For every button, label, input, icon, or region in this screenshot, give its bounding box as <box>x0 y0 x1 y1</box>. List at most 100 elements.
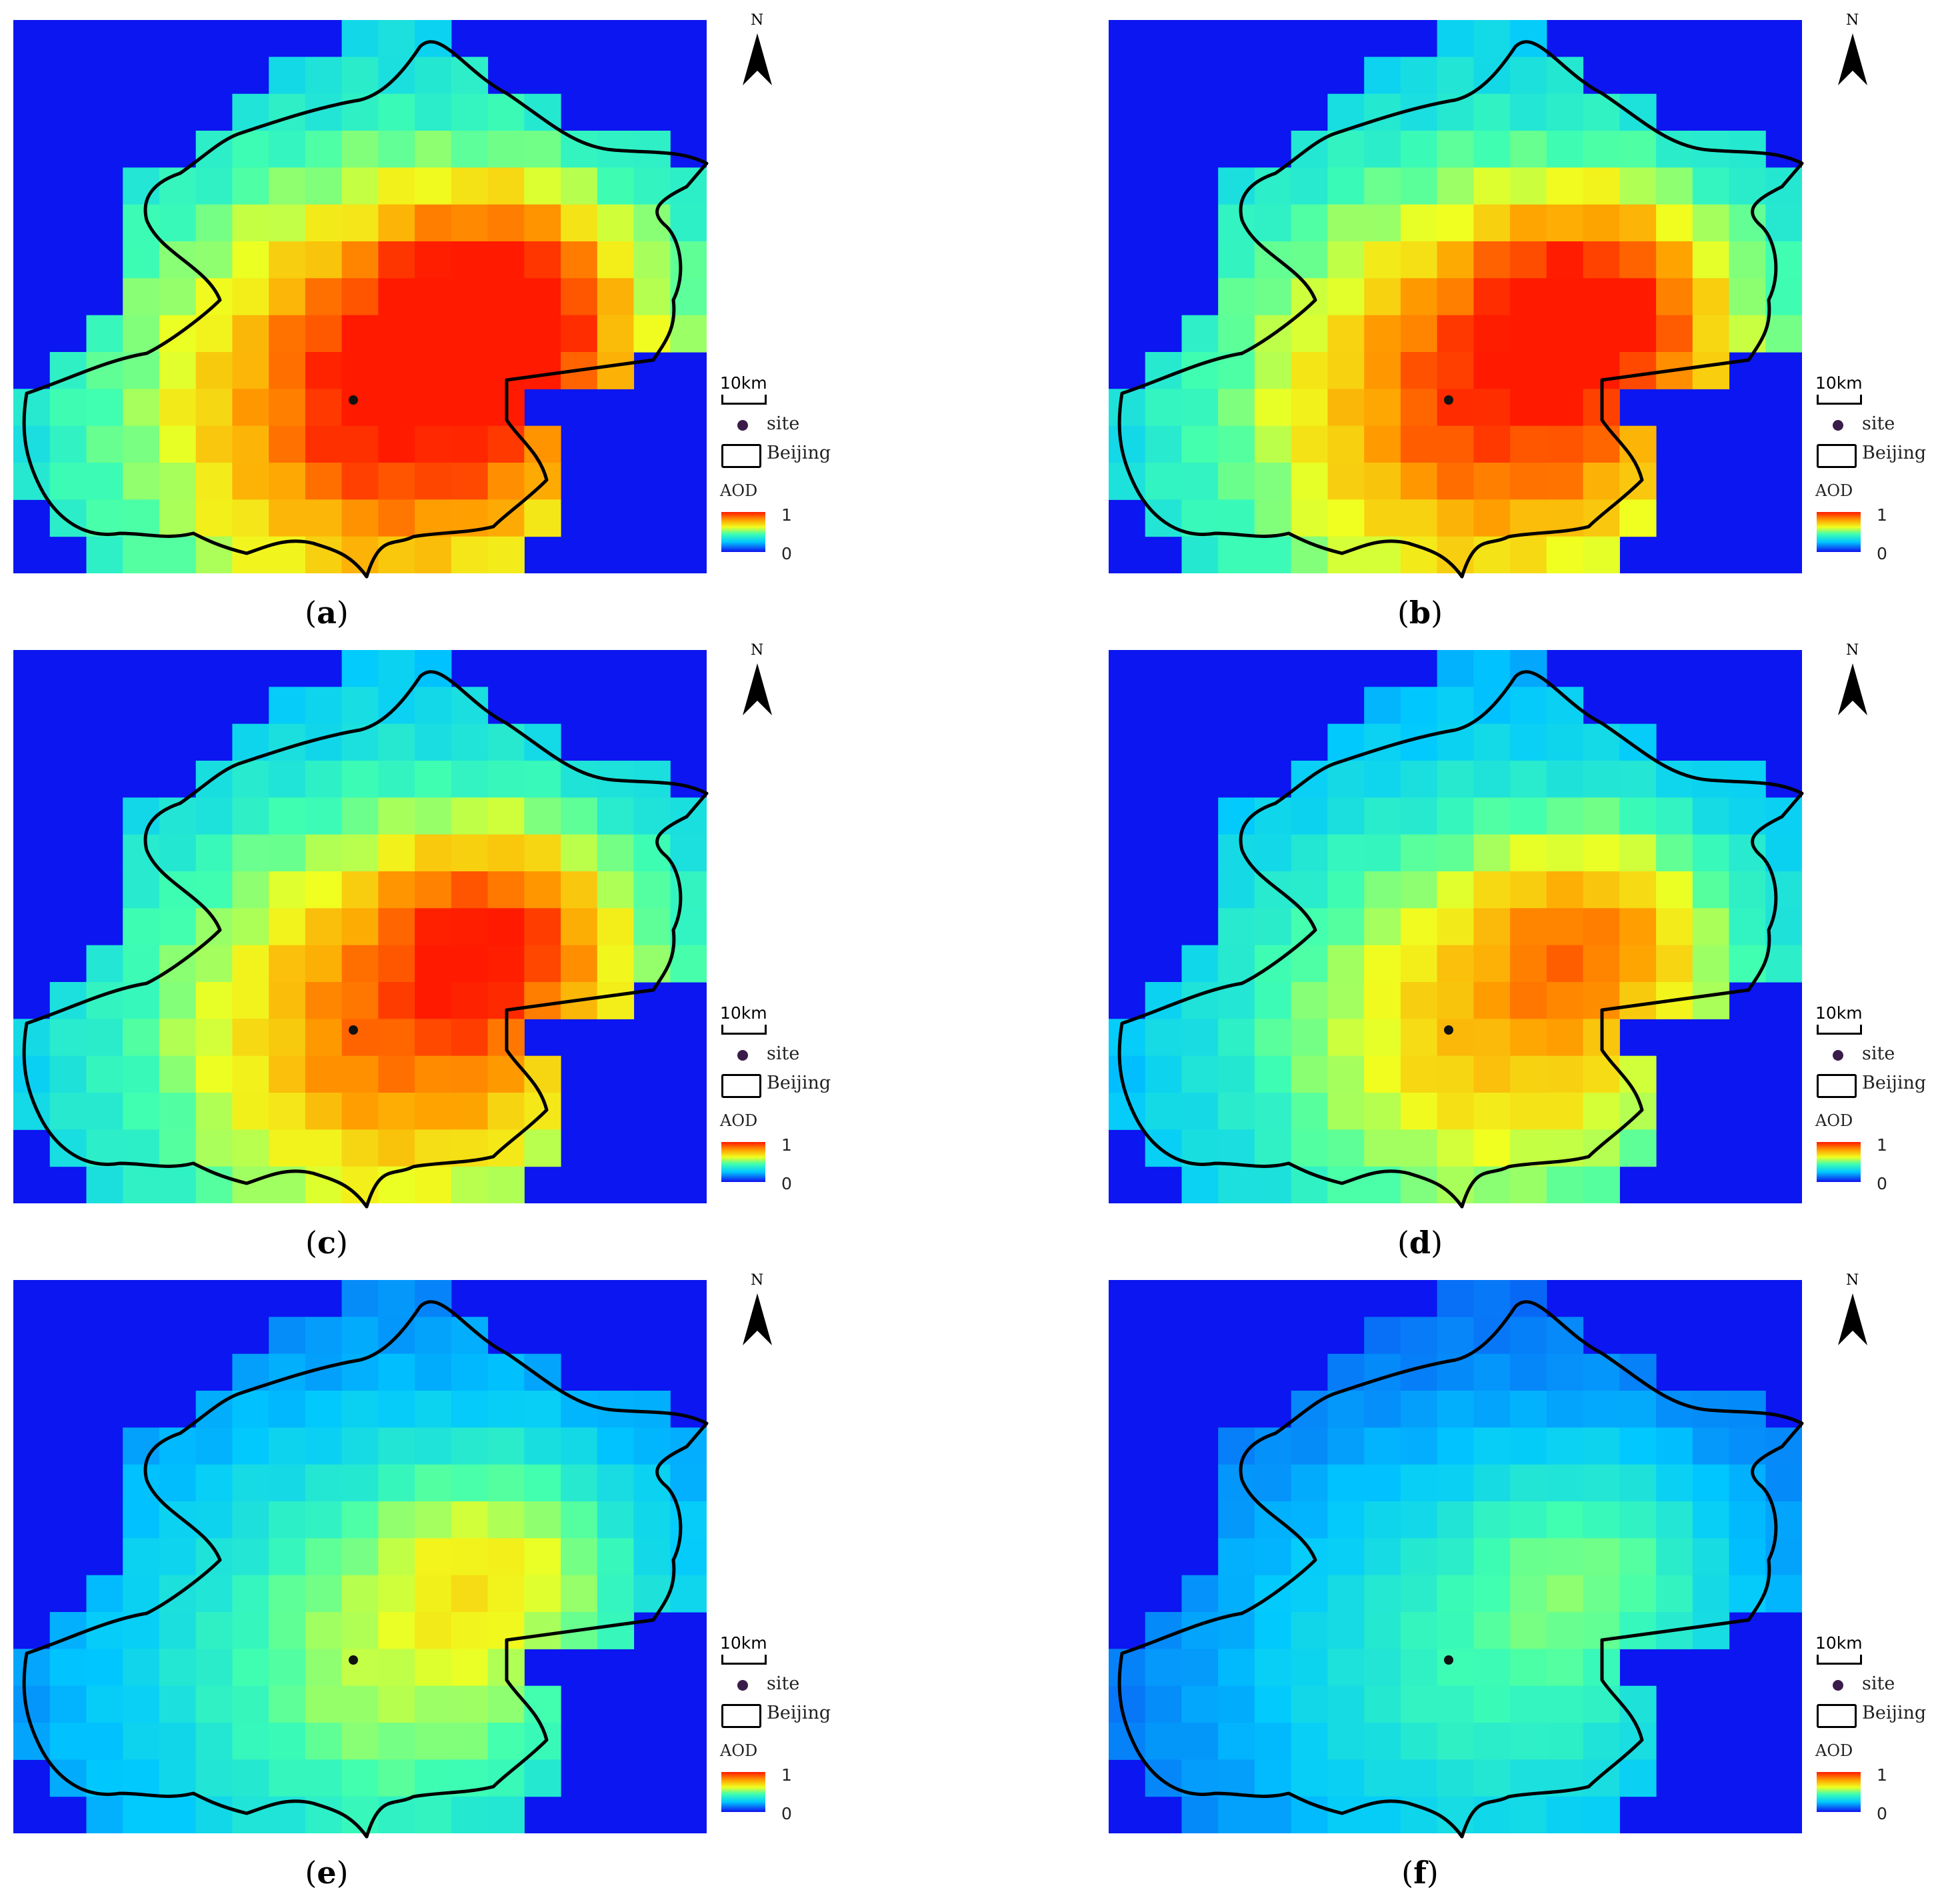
aod-cell <box>341 1129 379 1167</box>
aod-cell <box>159 352 197 389</box>
aod-cell <box>1510 1055 1547 1093</box>
aod-cell <box>633 131 671 168</box>
aod-cell <box>232 1723 269 1760</box>
scale-bar <box>1817 1655 1862 1665</box>
panel-caption: (b) <box>1397 595 1443 631</box>
aod-cell <box>123 1129 160 1167</box>
aod-cell <box>1729 871 1766 909</box>
aod-cell <box>1400 982 1438 1019</box>
aod-cell <box>305 1093 343 1130</box>
aod-cell <box>1473 1685 1511 1723</box>
aod-cell <box>341 908 379 946</box>
aod-cell <box>123 1796 160 1833</box>
aod-cell <box>1181 1129 1219 1167</box>
aod-cell <box>524 425 561 463</box>
aod-cell <box>451 1019 489 1057</box>
north-arrow-icon <box>1838 33 1867 85</box>
aod-cell <box>1619 797 1657 835</box>
aod-cell <box>1619 871 1657 909</box>
map-panel-a: N 10km site Beijing AOD 1 0 (a) <box>13 7 880 631</box>
aod-cell <box>1254 499 1292 537</box>
aod-cell <box>415 982 452 1019</box>
aod-cell <box>378 1685 415 1723</box>
aod-cell <box>123 315 160 353</box>
aod-cell <box>232 167 269 205</box>
aod-cell <box>1510 982 1547 1019</box>
boundary-key-icon <box>1817 444 1857 468</box>
aod-cell <box>1400 389 1438 427</box>
scale-label: 10km <box>1815 373 1863 393</box>
aod-cell <box>1218 908 1255 946</box>
aod-cell <box>1583 908 1620 946</box>
aod-cell <box>341 57 379 95</box>
aod-cell <box>1437 982 1474 1019</box>
aod-cell <box>305 945 343 983</box>
aod-cell <box>1619 1464 1657 1502</box>
site-marker <box>349 1025 358 1035</box>
aod-cell <box>269 834 306 872</box>
aod-cell <box>524 761 561 798</box>
aod-cell <box>524 834 561 872</box>
aod-cell <box>123 908 160 946</box>
aod-cell <box>524 241 561 279</box>
aod-cell <box>451 1464 489 1502</box>
aod-cell <box>1656 945 1693 983</box>
aod-cell <box>378 1353 415 1391</box>
aod-cell <box>451 1093 489 1130</box>
aod-cell <box>1218 1796 1255 1833</box>
aod-cell <box>269 1055 306 1093</box>
aod-cell <box>305 315 343 353</box>
panel-caption: (f) <box>1401 1855 1439 1891</box>
aod-cell <box>1400 1759 1438 1797</box>
aod-cell <box>1254 1723 1292 1760</box>
aod-cell <box>1546 797 1584 835</box>
aod-cell <box>451 167 489 205</box>
aod-cell <box>1619 834 1657 872</box>
aod-cell <box>1218 1759 1255 1797</box>
aod-cell <box>1510 536 1547 573</box>
aod-cell <box>305 1391 343 1428</box>
aod-cell <box>487 241 525 279</box>
aod-cell <box>1145 1093 1182 1130</box>
aod-cell <box>1510 93 1547 131</box>
aod-cell <box>1437 945 1474 983</box>
aod-cell <box>123 1685 160 1723</box>
aod-cell <box>670 834 707 872</box>
aod-cell <box>451 1427 489 1465</box>
aod-cell <box>670 315 707 353</box>
aod-cell <box>1656 908 1693 946</box>
aod-cell <box>451 463 489 500</box>
aod-cell <box>1254 425 1292 463</box>
aod-cell <box>1437 1280 1474 1317</box>
aod-cell <box>1291 278 1328 316</box>
aod-cell <box>195 982 233 1019</box>
aod-cell <box>1327 1093 1365 1130</box>
aod-cell <box>159 1538 197 1576</box>
aod-cell <box>1546 1649 1584 1687</box>
aod-cell <box>123 1093 160 1130</box>
aod-map <box>13 650 709 1209</box>
panel-caption: (e) <box>305 1855 349 1891</box>
aod-cell <box>378 797 415 835</box>
aod-cell <box>1254 1649 1292 1687</box>
aod-cell <box>341 1093 379 1130</box>
aod-cell <box>1364 1501 1401 1539</box>
aod-cell <box>1692 1612 1730 1649</box>
aod-cell <box>1510 723 1547 761</box>
aod-cell <box>1364 1538 1401 1576</box>
map-legend: N 10km site Beijing AOD 1 0 <box>719 1267 879 1840</box>
boundary-key-icon <box>721 1074 761 1098</box>
aod-cell <box>1729 908 1766 946</box>
aod-cell <box>1510 1575 1547 1613</box>
aod-cell <box>232 1093 269 1130</box>
aod-cell <box>1400 834 1438 872</box>
aod-cell <box>1692 797 1730 835</box>
aod-cell <box>1400 463 1438 500</box>
aod-cell <box>1619 1759 1657 1797</box>
aod-cell <box>524 352 561 389</box>
aod-cell <box>1510 1538 1547 1576</box>
aod-cell <box>451 1501 489 1539</box>
aod-cell <box>1510 131 1547 168</box>
boundary-overlay <box>22 1300 709 1839</box>
aod-cell <box>195 871 233 909</box>
